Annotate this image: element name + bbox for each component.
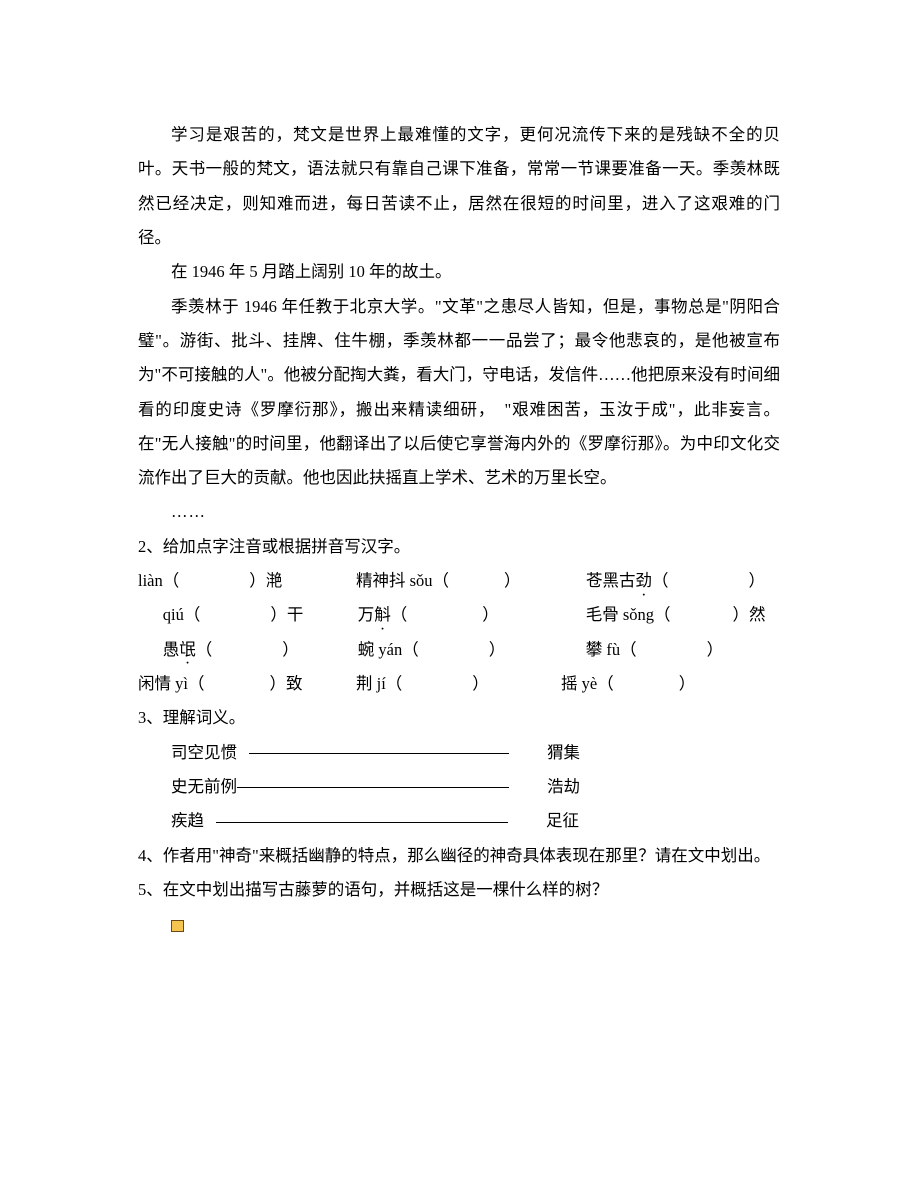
q2-r4-b: 荆 jí（） xyxy=(356,667,561,701)
question-2-stem: 2、给加点字注音或根据拼音写汉字。 xyxy=(138,530,780,564)
q2-r3-b: 蜿 yán（） xyxy=(358,633,586,667)
q3-r3-right: 足征 xyxy=(546,804,579,838)
paragraph-3: 季羡林于 1946 年任教于北京大学。"文革"之患尽人皆知，但是，事物总是"阴阳… xyxy=(138,290,780,496)
blank-line xyxy=(237,770,509,788)
document-page: 学习是艰苦的，梵文是世界上最难懂的文字，更何况流传下来的是残缺不全的贝叶。天书一… xyxy=(0,0,920,1192)
blank-line xyxy=(249,736,509,754)
q2-r3-c: 攀 fù（） xyxy=(586,633,723,667)
q3-r2-left: 史无前例 xyxy=(171,770,237,804)
q3-r1-right: 猬集 xyxy=(547,736,580,770)
q2-row-3: 愚氓（） 蜿 yán（） 攀 fù（） xyxy=(138,633,780,667)
paragraph-1: 学习是艰苦的，梵文是世界上最难懂的文字，更何况流传下来的是残缺不全的贝叶。天书一… xyxy=(138,118,780,255)
ellipsis: …… xyxy=(138,495,780,529)
q3-row-3: 疾趋 足征 xyxy=(138,804,780,838)
q2-r4-c: 摇 yè（） xyxy=(561,667,695,701)
q2-r1-a: liàn（）滟 xyxy=(138,564,356,598)
paragraph-2: 在 1946 年 5 月踏上阔别 10 年的故土。 xyxy=(138,255,780,289)
q2-row-4: 闲情 yì（）致 荆 jí（） 摇 yè（） xyxy=(138,667,780,701)
section-end-marker-icon xyxy=(171,920,184,932)
q2-r3-a: 愚氓（） xyxy=(163,633,358,667)
footer-marker-row xyxy=(138,909,780,943)
question-3-stem: 3、理解词义。 xyxy=(138,701,780,735)
q2-r4-a: 闲情 yì（）致 xyxy=(138,667,356,701)
q3-r2-right: 浩劫 xyxy=(547,770,580,804)
q2-r2-c: 毛骨 sǒng（）然 xyxy=(586,598,766,632)
q2-r1-b: 精神抖 sǒu（） xyxy=(356,564,586,598)
q2-r1-c: 苍黑古劲（） xyxy=(586,564,765,598)
q2-r2-a: qiú（）干 xyxy=(163,598,358,632)
q3-r3-left: 疾趋 xyxy=(171,804,204,838)
q2-row-2: qiú（）干 万斛（） 毛骨 sǒng（）然 xyxy=(138,598,780,632)
q2-r2-b: 万斛（） xyxy=(358,598,586,632)
q3-row-2: 史无前例 浩劫 xyxy=(138,770,780,804)
q2-row-1: liàn（）滟 精神抖 sǒu（） 苍黑古劲（） xyxy=(138,564,780,598)
question-5: 5、在文中划出描写古藤萝的语句，并概括这是一棵什么样的树？ xyxy=(138,873,780,907)
q3-r1-left: 司空见惯 xyxy=(171,736,237,770)
q3-row-1: 司空见惯 猬集 xyxy=(138,736,780,770)
blank-line xyxy=(216,804,508,822)
question-4: 4、作者用"神奇"来概括幽静的特点，那么幽径的神奇具体表现在那里？请在文中划出。 xyxy=(138,839,780,873)
